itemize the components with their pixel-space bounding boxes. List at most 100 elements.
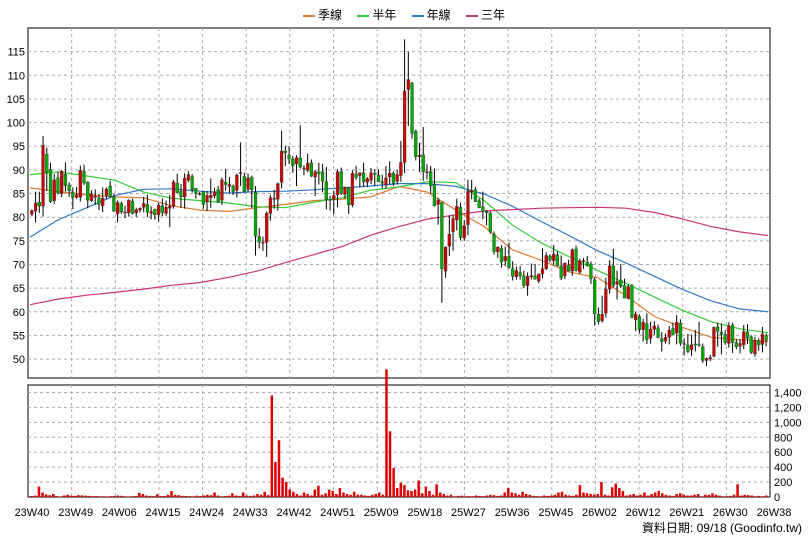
volume-bar (503, 492, 506, 497)
volume-bar (116, 495, 120, 497)
candle-body (279, 150, 284, 183)
volume-bar (653, 492, 657, 497)
legend-label-quarter: 季線 (317, 8, 342, 22)
volume-bar (342, 492, 345, 497)
volume-bar (363, 495, 367, 497)
candle-body (186, 174, 191, 181)
legend-item-quarter: 季線 (302, 6, 342, 23)
candle-body (238, 172, 243, 174)
volume-bar (603, 494, 607, 497)
candle-body (335, 171, 340, 196)
volume-bar (600, 482, 603, 497)
volume-y-tick-label: 800 (774, 432, 792, 444)
volume-bar (288, 489, 291, 497)
legend-swatch-half-year (357, 14, 370, 17)
candle-body (313, 171, 317, 178)
candle-body (78, 170, 82, 198)
volume-bar (170, 491, 173, 497)
candle-body (570, 249, 574, 272)
volume-bar (761, 496, 764, 497)
candle-body (749, 336, 753, 353)
volume-bar (30, 495, 34, 497)
volume-bar (539, 496, 542, 497)
legend-label-year: 年線 (426, 8, 451, 22)
volume-bar (155, 494, 159, 497)
volume-bar (184, 495, 188, 497)
candle-body (730, 324, 735, 343)
candle-body (365, 178, 369, 183)
volume-bar (95, 495, 98, 497)
candle-body (764, 335, 768, 341)
price-y-tick-label: 90 (13, 165, 25, 177)
volume-bar (589, 494, 592, 497)
candle-body (294, 157, 299, 164)
volume-bar (173, 494, 177, 497)
candle-body (160, 205, 164, 213)
volume-bar (44, 494, 48, 497)
candle-body (384, 177, 388, 186)
x-tick-label: 26W38 (757, 507, 792, 519)
candle-body (272, 198, 276, 200)
volume-bar (123, 496, 127, 497)
volume-bar (585, 493, 589, 497)
volume-bar (98, 496, 102, 497)
candle-body (719, 331, 724, 335)
price-y-tick-label: 55 (13, 330, 25, 342)
candle-body (760, 333, 765, 345)
volume-bar (338, 488, 342, 497)
volume-bar (299, 495, 302, 497)
candle-body (522, 275, 526, 286)
candle-body (622, 285, 627, 299)
volume-bar (181, 495, 184, 497)
candle-body (153, 208, 157, 216)
volume-bar (639, 494, 643, 497)
candle-body (287, 155, 291, 160)
candle-body (585, 261, 589, 266)
candle-body (417, 155, 422, 157)
candle-body (250, 177, 254, 190)
candle-body (175, 182, 179, 193)
candle-body (660, 338, 664, 342)
volume-bar (610, 487, 614, 497)
volume-bar (449, 494, 453, 497)
candle-body (86, 181, 90, 201)
candle-body (611, 265, 615, 286)
volume-bar (682, 494, 686, 497)
volume-bar (335, 494, 338, 497)
volume-bar (464, 496, 467, 497)
candle-body (723, 334, 727, 343)
candle-body (261, 242, 265, 244)
volume-bar (671, 495, 675, 497)
candle-body (101, 198, 105, 207)
candle-body (734, 342, 738, 347)
volume-bar (331, 491, 334, 497)
candle-body (738, 343, 742, 347)
x-tick-label: 24W24 (189, 507, 224, 519)
candle-body (496, 246, 500, 252)
candle-body (727, 325, 731, 344)
volume-bar (678, 493, 682, 497)
volume-bar (313, 489, 317, 497)
candle-body (708, 357, 712, 360)
volume-bar (292, 491, 295, 497)
candle-body (581, 260, 586, 262)
volume-bar (550, 495, 553, 497)
legend-item-half-year: 半年 (357, 6, 396, 23)
volume-bar (263, 491, 266, 497)
price-plot-frame (27, 27, 771, 379)
candle-body (347, 187, 351, 206)
volume-bar (431, 494, 435, 497)
candle-body (130, 200, 135, 214)
candle-body (391, 173, 396, 184)
volume-bar (374, 494, 377, 497)
candle-body (626, 286, 630, 299)
candle-body (742, 331, 746, 346)
volume-bar (510, 492, 514, 497)
candle-body (757, 340, 761, 346)
volume-bar (532, 495, 535, 497)
candle-body (216, 189, 220, 203)
candle-body (134, 209, 138, 214)
x-axis: 23W40 23W49 24W06 24W15 24W24 24W33 24W42 24W51… (15, 507, 792, 519)
volume-bar (277, 440, 281, 497)
candle-body (145, 204, 150, 213)
